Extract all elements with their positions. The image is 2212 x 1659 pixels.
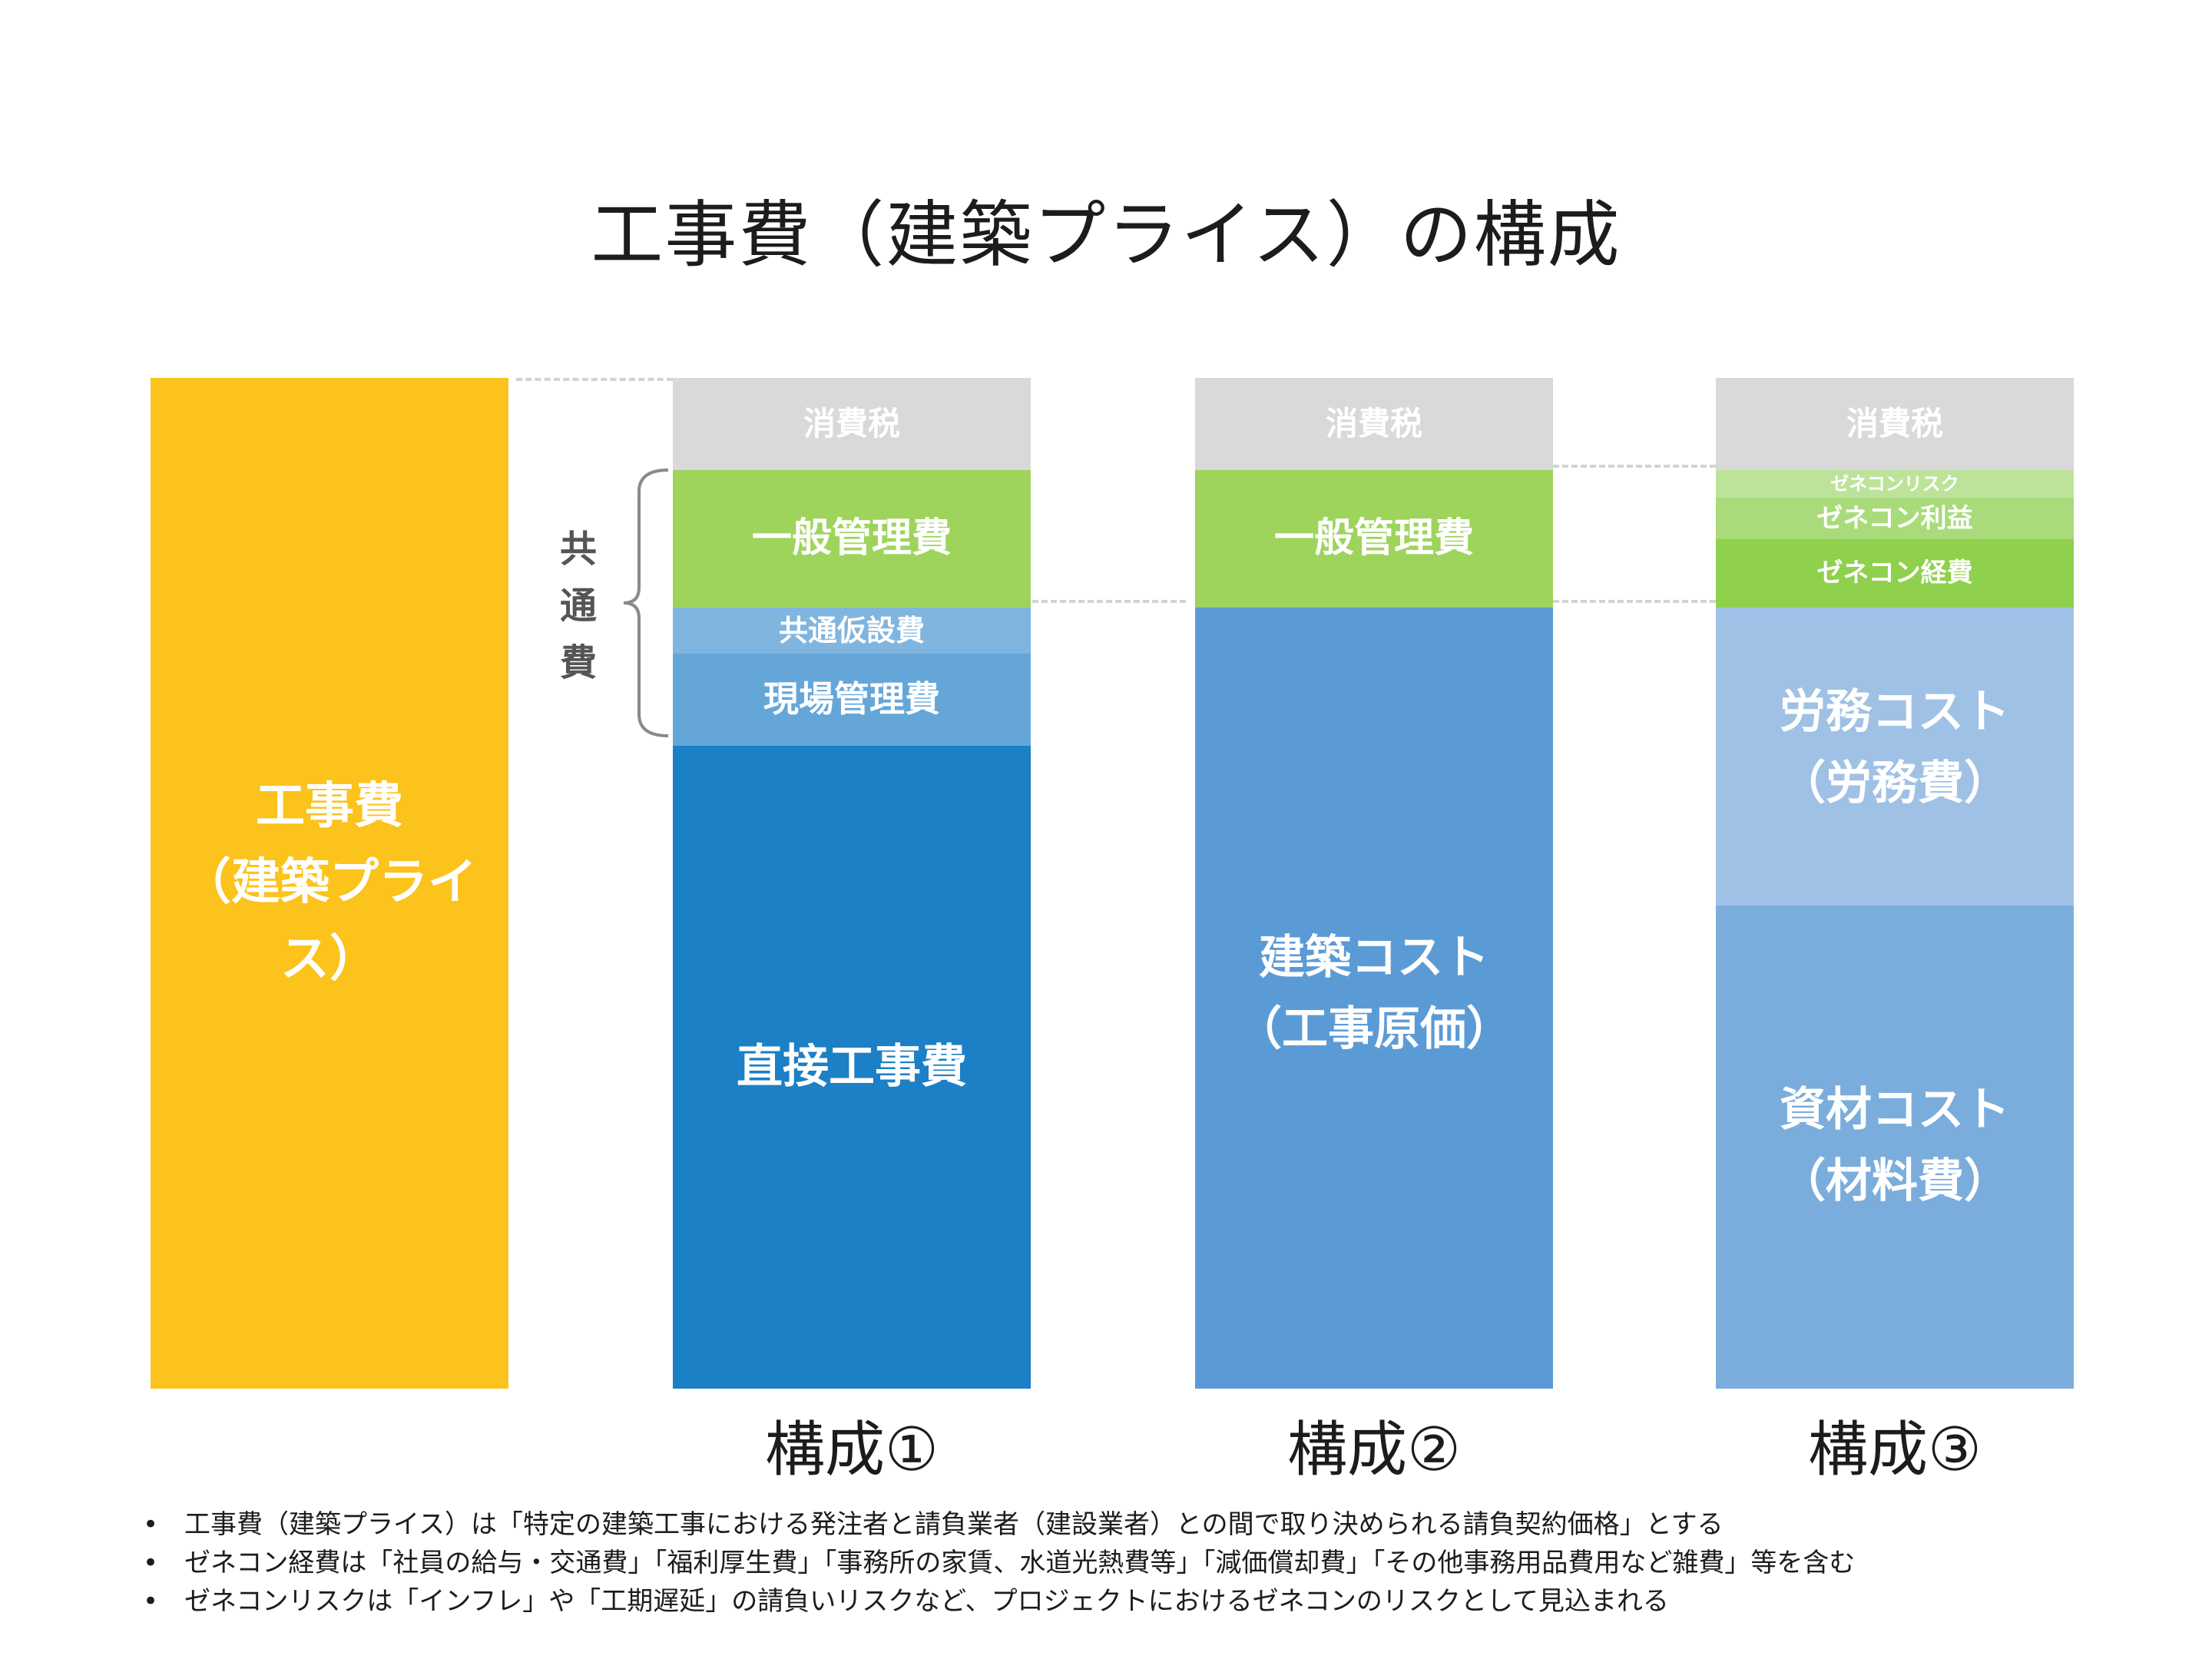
total-bar-segment: 工事費 （建築プライス） [151, 378, 508, 1389]
c3-labor-line1: 労務コスト [1780, 685, 2010, 739]
dashed-line-common-cost [1032, 600, 1186, 603]
composition3-bar: 消費税 ゼネコンリスク ゼネコン利益 ゼネコン経費 労務コスト （労務費） 資材… [1716, 378, 2074, 1389]
c1-general-admin-label: 一般管理費 [751, 515, 952, 562]
common-cost-bracket [623, 469, 669, 737]
c3-gc-expense-label: ゼネコン経費 [1816, 558, 1973, 589]
footnote-text: ゼネコン経費は「社員の給与・交通費」「福利厚生費」「事務所の家賃、水道光熱費等」… [184, 1548, 1856, 1578]
c3-tax-segment: 消費税 [1716, 378, 2074, 470]
c1-common-temp-segment: 共通仮設費 [673, 608, 1031, 654]
c2-tax-segment: 消費税 [1195, 378, 1553, 470]
common-cost-char-1: 共 [559, 528, 597, 571]
total-bar: 工事費 （建築プライス） [151, 378, 508, 1389]
c3-labor-line2: （労務費） [1780, 757, 2010, 810]
c1-common-temp-label: 共通仮設費 [778, 613, 925, 647]
c1-site-admin-segment: 現場管理費 [673, 654, 1031, 746]
c3-material-segment: 資材コスト （材料費） [1716, 906, 2074, 1389]
footnote-item: • 工事費（建築プライス）は「特定の建築工事における発注者と請負業者（建設業者）と… [138, 1505, 2174, 1544]
c2-building-cost-segment: 建築コスト （工事原価） [1195, 608, 1553, 1389]
c1-general-admin-segment: 一般管理費 [673, 470, 1031, 608]
c1-direct-label: 直接工事費 [737, 1040, 967, 1094]
c3-material-line1: 資材コスト [1780, 1083, 2010, 1137]
c3-labor-segment: 労務コスト （労務費） [1716, 608, 2074, 906]
footnote-item: • ゼネコン経費は「社員の給与・交通費」「福利厚生費」「事務所の家賃、水道光熱費等… [138, 1544, 2174, 1582]
footnote-text: ゼネコンリスクは「インフレ」や「工期遅延」の請負いリスクなど、プロジェクトにおけ… [184, 1586, 1669, 1617]
bullet-icon: • [143, 1548, 159, 1578]
total-bar-line1: 工事費 [256, 778, 403, 836]
composition1-bar: 消費税 一般管理費 共通仮設費 現場管理費 直接工事費 [673, 378, 1031, 1389]
c3-gc-risk-label: ゼネコンリスク [1830, 473, 1959, 495]
c2-building-cost-line2: （工事原価） [1236, 1002, 1512, 1056]
composition3-label: 構成③ [1808, 1416, 1982, 1485]
c2-building-cost-line1: 建築コスト [1259, 931, 1489, 985]
c3-gc-profit-label: ゼネコン利益 [1816, 503, 1973, 534]
page-title: 工事費（建築プライス）の構成 [591, 194, 1621, 277]
c3-gc-profit-segment: ゼネコン利益 [1716, 498, 2074, 539]
c1-tax-label: 消費税 [803, 405, 900, 443]
total-bar-line2: （建築プライス） [182, 854, 477, 988]
c3-material-line2: （材料費） [1780, 1154, 2010, 1208]
composition2-bar: 消費税 一般管理費 建築コスト （工事原価） [1195, 378, 1553, 1389]
c2-tax-label: 消費税 [1325, 405, 1422, 443]
composition1-label: 構成① [765, 1416, 939, 1485]
common-cost-label: 共 通 費 [551, 521, 605, 691]
c3-tax-label: 消費税 [1846, 405, 1943, 443]
common-cost-char-3: 費 [559, 641, 597, 684]
footnote-item: • ゼネコンリスクは「インフレ」や「工期遅延」の請負いリスクなど、プロジェクトにお… [138, 1582, 2174, 1621]
dashed-line-total-top [516, 378, 673, 381]
c3-gc-expense-segment: ゼネコン経費 [1716, 539, 2074, 608]
c1-direct-segment: 直接工事費 [673, 746, 1031, 1389]
composition2-label: 構成② [1287, 1416, 1461, 1485]
c2-general-admin-label: 一般管理費 [1273, 515, 1474, 562]
bullet-icon: • [143, 1509, 159, 1540]
footnotes: • 工事費（建築プライス）は「特定の建築工事における発注者と請負業者（建設業者）と… [138, 1505, 2174, 1621]
bullet-icon: • [143, 1586, 159, 1617]
c1-tax-segment: 消費税 [673, 378, 1031, 470]
dashed-line-gc-top [1553, 465, 1716, 468]
c3-gc-risk-segment: ゼネコンリスク [1716, 470, 2074, 498]
footnote-text: 工事費（建築プライス）は「特定の建築工事における発注者と請負業者（建設業者）との… [184, 1509, 1724, 1540]
dashed-line-gc-bottom [1553, 600, 1716, 603]
c1-site-admin-label: 現場管理費 [763, 678, 940, 720]
common-cost-char-2: 通 [559, 584, 597, 628]
c2-general-admin-segment: 一般管理費 [1195, 470, 1553, 608]
